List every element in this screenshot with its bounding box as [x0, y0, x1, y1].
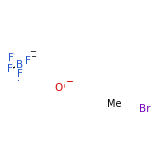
Text: Br: Br [139, 104, 151, 114]
Text: F: F [24, 58, 30, 68]
Text: −: − [29, 47, 36, 56]
Text: F: F [7, 66, 13, 76]
Text: O: O [55, 83, 63, 93]
Text: F: F [8, 53, 14, 63]
Text: −: − [66, 77, 73, 86]
Text: −: − [29, 52, 36, 61]
Text: −: − [66, 77, 73, 86]
Text: F: F [17, 73, 23, 83]
Text: F: F [25, 56, 31, 66]
Text: F: F [9, 54, 15, 64]
Text: F: F [17, 69, 23, 79]
Text: B: B [16, 60, 23, 70]
Text: B: B [16, 63, 23, 73]
Text: F: F [7, 64, 13, 74]
Text: Me: Me [107, 99, 122, 109]
Text: O: O [57, 82, 65, 92]
